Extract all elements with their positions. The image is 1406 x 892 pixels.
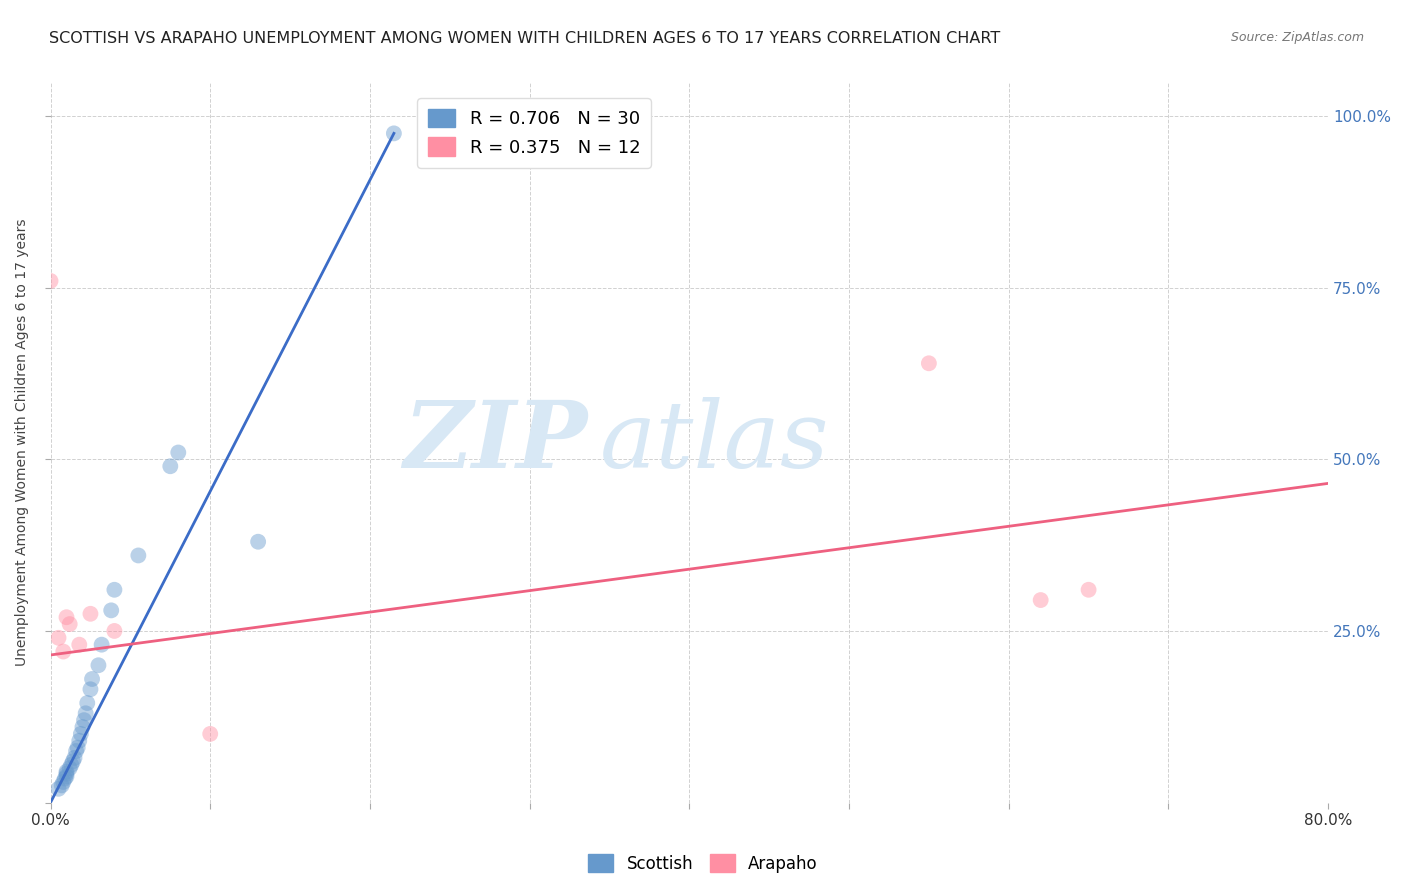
Point	[127, 549, 149, 563]
Point	[73, 713, 96, 727]
Point	[167, 445, 190, 459]
Point	[51, 778, 73, 792]
Point	[55, 766, 77, 780]
Point	[76, 696, 98, 710]
Point	[60, 757, 83, 772]
Point	[52, 775, 75, 789]
Legend: Scottish, Arapaho: Scottish, Arapaho	[582, 847, 824, 880]
Point	[1029, 593, 1052, 607]
Point	[59, 761, 82, 775]
Text: atlas: atlas	[600, 397, 830, 487]
Point	[62, 755, 84, 769]
Point	[103, 624, 125, 638]
Legend: R = 0.706   N = 30, R = 0.375   N = 12: R = 0.706 N = 30, R = 0.375 N = 12	[418, 98, 651, 168]
Point	[66, 740, 89, 755]
Point	[52, 644, 75, 658]
Point	[63, 751, 86, 765]
Point	[79, 682, 101, 697]
Point	[55, 769, 77, 783]
Point	[48, 781, 70, 796]
Y-axis label: Unemployment Among Women with Children Ages 6 to 17 years: Unemployment Among Women with Children A…	[15, 219, 30, 666]
Text: ZIP: ZIP	[404, 397, 588, 487]
Point	[75, 706, 97, 721]
Text: SCOTTISH VS ARAPAHO UNEMPLOYMENT AMONG WOMEN WITH CHILDREN AGES 6 TO 17 YEARS CO: SCOTTISH VS ARAPAHO UNEMPLOYMENT AMONG W…	[49, 31, 1001, 46]
Point	[59, 617, 82, 632]
Point	[55, 764, 77, 779]
Point	[67, 638, 90, 652]
Point	[55, 610, 77, 624]
Point	[67, 733, 90, 747]
Point	[87, 658, 110, 673]
Point	[100, 603, 122, 617]
Point	[65, 744, 87, 758]
Point	[39, 274, 62, 288]
Point	[103, 582, 125, 597]
Point	[72, 720, 94, 734]
Point	[70, 727, 93, 741]
Point	[48, 631, 70, 645]
Point	[1077, 582, 1099, 597]
Text: Source: ZipAtlas.com: Source: ZipAtlas.com	[1230, 31, 1364, 45]
Point	[159, 459, 181, 474]
Point	[247, 534, 270, 549]
Point	[200, 727, 222, 741]
Point	[80, 672, 103, 686]
Point	[79, 607, 101, 621]
Point	[90, 638, 112, 652]
Point	[382, 127, 405, 141]
Point	[918, 356, 941, 370]
Point	[53, 772, 76, 786]
